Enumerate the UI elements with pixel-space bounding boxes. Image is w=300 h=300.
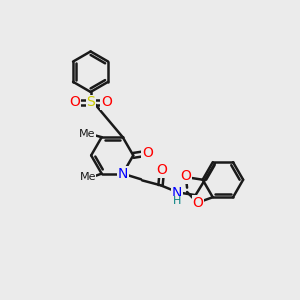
Text: H: H [173,196,182,206]
Text: O: O [181,169,191,184]
Text: Me: Me [80,172,96,182]
Text: O: O [70,95,80,109]
Text: O: O [101,95,112,109]
Text: O: O [156,164,167,177]
Text: S: S [86,95,95,109]
Text: N: N [118,167,128,181]
Text: N: N [172,186,182,200]
Text: O: O [142,146,153,160]
Text: Me: Me [79,130,95,140]
Text: O: O [193,196,203,210]
